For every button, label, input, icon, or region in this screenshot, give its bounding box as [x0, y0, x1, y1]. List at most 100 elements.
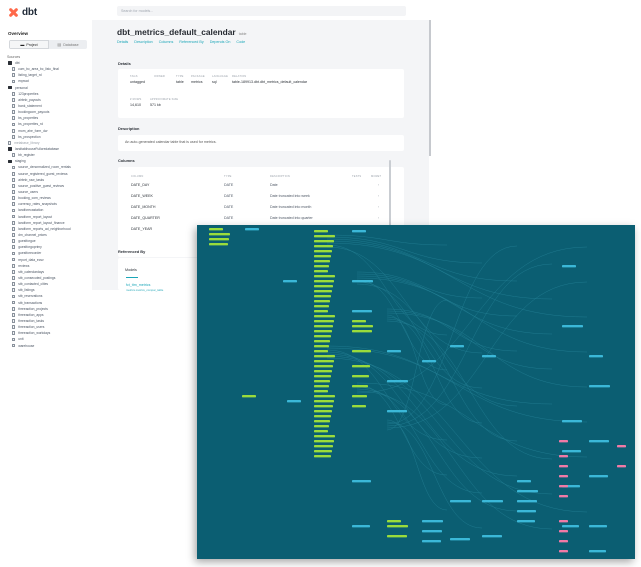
lineage-node[interactable] [314, 360, 334, 363]
tree-item[interactable]: warehouse [0, 342, 90, 348]
tree-item[interactable]: landforecastation [0, 207, 90, 213]
overview-link[interactable]: Overview [8, 31, 29, 36]
lineage-node[interactable] [314, 265, 329, 268]
tree-item[interactable]: mom_ahe_form_dw [0, 128, 90, 134]
lineage-node[interactable] [517, 500, 537, 503]
lineage-node[interactable] [209, 233, 230, 236]
lineage-node[interactable] [314, 250, 332, 253]
lineage-node[interactable] [314, 300, 330, 303]
lineage-node[interactable] [314, 350, 328, 353]
lineage-node[interactable] [352, 325, 373, 328]
tab-code[interactable]: Code [236, 40, 246, 44]
lineage-node[interactable] [589, 385, 610, 388]
lineage-node[interactable] [559, 520, 568, 523]
tree-item[interactable]: source_positive_guest_reviews [0, 183, 90, 189]
lineage-node[interactable] [559, 530, 568, 533]
tree-folder[interactable]: personal [0, 85, 90, 91]
referenced-model-link[interactable]: fct_ttm_metrics [126, 283, 151, 287]
lineage-graph[interactable] [197, 225, 635, 559]
lineage-node[interactable] [559, 455, 568, 458]
tab-project[interactable]: ▬ Project [9, 40, 49, 49]
tree-item[interactable]: stb_contacted_cities [0, 281, 90, 287]
lineage-node[interactable] [314, 325, 333, 328]
lineage-node[interactable] [589, 355, 603, 358]
lineage-node[interactable] [559, 495, 568, 498]
lineage-node[interactable] [387, 350, 401, 353]
page-scrollbar[interactable] [429, 20, 431, 156]
lineage-node[interactable] [314, 280, 334, 283]
lineage-node[interactable] [314, 305, 329, 308]
tree-item[interactable]: guestforecorder [0, 250, 90, 256]
tree-item[interactable]: stb_listings [0, 287, 90, 293]
lineage-node[interactable] [387, 410, 407, 413]
tree-item[interactable]: bs_properties [0, 115, 90, 121]
lineage-node[interactable] [559, 465, 568, 468]
lineage-node[interactable] [314, 340, 330, 343]
tree-folder[interactable]: landtakthouseFullcredatabase [0, 146, 90, 152]
tree-item[interactable]: guestforgoprimy [0, 244, 90, 250]
lineage-node[interactable] [314, 430, 328, 433]
lineage-node[interactable] [517, 520, 535, 523]
lineage-node[interactable] [314, 335, 331, 338]
lineage-node[interactable] [562, 450, 581, 453]
tree-item[interactable]: 123properties [0, 91, 90, 97]
tree-item[interactable]: landform_report_layout [0, 214, 90, 220]
lineage-node[interactable] [450, 538, 470, 541]
lineage-node[interactable] [352, 310, 372, 313]
lineage-node[interactable] [387, 525, 408, 528]
lineage-node[interactable] [314, 240, 334, 243]
lineage-node[interactable] [352, 330, 372, 333]
lineage-node[interactable] [422, 540, 441, 543]
lineage-node[interactable] [314, 410, 332, 413]
lineage-node[interactable] [559, 550, 568, 553]
lineage-node[interactable] [387, 520, 401, 523]
tree-item[interactable]: landform_reports_ad_neighborhood [0, 226, 90, 232]
column-row[interactable]: DATE_DAY DATE Date › [118, 183, 398, 194]
column-row[interactable]: DATE_QUARTER DATE Date truncated into qu… [118, 216, 398, 227]
tree-item[interactable]: threeaction_projects [0, 306, 90, 312]
lineage-node[interactable] [352, 395, 367, 398]
lineage-node[interactable] [617, 465, 626, 468]
lineage-node[interactable] [314, 385, 329, 388]
column-row[interactable]: DATE_MONTH DATE Date truncated into mont… [118, 205, 398, 216]
lineage-node[interactable] [450, 345, 464, 348]
lineage-node[interactable] [352, 480, 371, 483]
search-input[interactable]: Search for models... [117, 6, 406, 16]
lineage-node[interactable] [314, 260, 330, 263]
tree-item[interactable]: source_denormalized_room_rentals [0, 164, 90, 170]
dbt-logo[interactable]: dbt [8, 7, 37, 18]
lineage-node[interactable] [314, 310, 328, 313]
lineage-node[interactable] [314, 370, 332, 373]
tree-item[interactable]: dm_channel_prices [0, 232, 90, 238]
tree-item[interactable]: cum_bc_area_bc_listc_final [0, 66, 90, 72]
tree-item[interactable]: stb_calendardays [0, 269, 90, 275]
tree-item[interactable]: airbnb_payouts [0, 97, 90, 103]
lineage-node[interactable] [559, 485, 568, 488]
lineage-node[interactable] [352, 280, 373, 283]
tree-item[interactable]: stb_transactions [0, 299, 90, 305]
tree-item[interactable]: reviews [0, 263, 90, 269]
lineage-node[interactable] [562, 265, 576, 268]
lineage-node[interactable] [314, 445, 333, 448]
tab-depends-on[interactable]: Depends On [209, 40, 231, 44]
tree-item[interactable]: bb_register [0, 152, 90, 158]
lineage-node[interactable] [517, 510, 536, 513]
lineage-node[interactable] [314, 425, 329, 428]
tree-item[interactable]: bookingcom_payouts [0, 109, 90, 115]
lineage-node[interactable] [314, 375, 331, 378]
tree-item[interactable]: report_data_ecsv [0, 257, 90, 263]
lineage-node[interactable] [283, 280, 297, 283]
lineage-node[interactable] [517, 480, 531, 483]
lineage-node[interactable] [314, 415, 331, 418]
lineage-node[interactable] [352, 350, 371, 353]
lineage-node[interactable] [422, 520, 443, 523]
lineage-node[interactable] [314, 390, 328, 393]
tab-database[interactable]: ▤ Database [49, 40, 87, 49]
lineage-node[interactable] [242, 395, 256, 398]
lineage-node[interactable] [589, 440, 609, 443]
lineage-node[interactable] [589, 550, 606, 553]
lineage-node[interactable] [314, 355, 335, 358]
tree-folder[interactable]: dbt [0, 60, 90, 66]
lineage-node[interactable] [422, 530, 442, 533]
lineage-node[interactable] [314, 320, 334, 323]
